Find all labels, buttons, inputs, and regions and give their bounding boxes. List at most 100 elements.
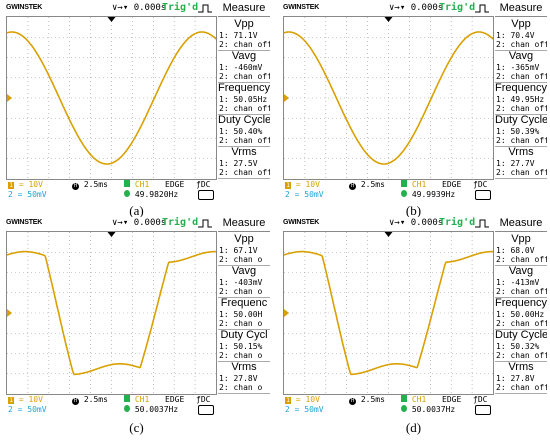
measurement-ch2-value: 2: chan o <box>219 383 263 392</box>
trigger-source-icon <box>401 395 407 402</box>
measurement-ch2-value: 2: chan o <box>219 319 263 328</box>
coupling[interactable]: ƒDC <box>196 180 210 189</box>
measurement-box[interactable]: Duty Cycle 1: 50.39% 2: chan off <box>495 113 547 147</box>
coupling[interactable]: ƒDC <box>473 395 487 404</box>
measure-title[interactable]: Measure <box>495 217 547 232</box>
time-offset-value: 0.000s <box>133 3 167 13</box>
measurement-box[interactable]: Duty Cycle 1: 50.40% 2: chan off <box>218 113 270 147</box>
rising-edge-icon <box>198 4 212 13</box>
measurement-ch2-value: 2: chan o <box>219 255 263 264</box>
trigger-type[interactable]: EDGE <box>165 180 185 189</box>
measurement-box[interactable]: Duty Cycl 1: 50.15% 2: chan o <box>218 328 270 362</box>
ch2-scale[interactable]: 2 = 50mV <box>8 405 47 414</box>
measurement-ch2-value: 2: chan off <box>219 72 270 81</box>
trigger-source[interactable]: CH1 <box>124 180 149 189</box>
measurement-box[interactable]: Vavg 1: -365mV 2: chan off <box>495 49 547 83</box>
trigger-marker-icon: ▾ <box>122 218 129 228</box>
timebase-value: 2.5ms <box>83 395 108 404</box>
ch1-waveform <box>284 250 493 376</box>
measurement-ch2-value: 2: chan off <box>496 255 547 264</box>
timebase[interactable]: H 2.5ms <box>72 180 108 190</box>
measurement-box[interactable]: Frequency 1: 49.95Hz 2: chan off <box>495 81 547 115</box>
timebase[interactable]: H 2.5ms <box>349 395 385 405</box>
coupling[interactable]: ƒDC <box>196 395 210 404</box>
trigger-position-marker <box>107 232 116 237</box>
trigger-source-value: CH1 <box>134 395 150 404</box>
ch1-scale[interactable]: 1 = 10V <box>285 180 320 189</box>
trigger-type[interactable]: EDGE <box>165 395 185 404</box>
trigger-source[interactable]: CH1 <box>124 395 149 404</box>
measurement-box[interactable]: Vpp 1: 67.1V 2: chan o <box>218 232 270 266</box>
measurement-box[interactable]: Vpp 1: 68.0V 2: chan off <box>495 232 547 266</box>
measurement-box[interactable]: Vpp 1: 71.1V 2: chan off <box>218 17 270 51</box>
ch1-badge-icon: 1 <box>285 182 291 189</box>
usb-icon <box>475 190 491 200</box>
trigger-type[interactable]: EDGE <box>442 180 462 189</box>
arrow-right-icon: → <box>117 3 123 13</box>
ch1-waveform <box>7 31 216 165</box>
measure-title[interactable]: Measure <box>495 2 547 17</box>
scope-panel-a: GWINSTEK ∨→▾ 0.000s Trig'd Measure Vpp 1: 71.… <box>2 2 271 201</box>
measurement-ch1-value: 1: 50.00H <box>219 310 263 319</box>
ch1-ground-marker[interactable] <box>284 309 289 317</box>
trigger-frequency: 50.0037Hz <box>124 405 178 414</box>
waveform-display[interactable] <box>6 231 217 395</box>
measure-title[interactable]: Measure <box>218 2 270 17</box>
ch1-ground-marker[interactable] <box>7 309 12 317</box>
timebase[interactable]: H 2.5ms <box>72 395 108 405</box>
measurement-box[interactable]: Vavg 1: -460mV 2: chan off <box>218 49 270 83</box>
chevron-down-icon: ∨ <box>389 3 395 13</box>
timebase[interactable]: H 2.5ms <box>349 180 385 190</box>
frequency-icon <box>401 405 407 412</box>
measurement-ch2-value: 2: chan off <box>496 40 547 49</box>
ch2-scale[interactable]: 2 = 50mV <box>285 190 324 199</box>
trigger-source-value: CH1 <box>134 180 150 189</box>
ch2-scale[interactable]: 2 = 50mV <box>285 405 324 414</box>
ch2-scale[interactable]: 2 = 50mV <box>8 190 47 199</box>
measurement-box[interactable]: Vavg 1: -403mV 2: chan o <box>218 264 270 298</box>
measurement-name: Vrms <box>508 361 534 373</box>
measurement-box[interactable]: Vrms 1: 27.8V 2: chan o <box>218 360 270 394</box>
waveform-display[interactable] <box>6 16 217 180</box>
ch1-scale[interactable]: 1 = 10V <box>8 395 43 404</box>
ch1-ground-marker[interactable] <box>284 94 289 102</box>
ch1-scale[interactable]: 1 = 10V <box>8 180 43 189</box>
trigger-source[interactable]: CH1 <box>401 180 426 189</box>
trigger-source[interactable]: CH1 <box>401 395 426 404</box>
trigger-type[interactable]: EDGE <box>442 395 462 404</box>
panel-caption: (b) <box>405 203 422 218</box>
timebase-value: 2.5ms <box>83 180 108 189</box>
measurement-box[interactable]: Vavg 1: -413mV 2: chan off <box>495 264 547 298</box>
time-offset-value: 0.000s <box>410 3 444 13</box>
measurement-box[interactable]: Vrms 1: 27.5V 2: chan off <box>218 145 270 179</box>
measurement-box[interactable]: Frequenc 1: 50.00H 2: chan o <box>218 296 270 330</box>
measure-panel: Measure Vpp 1: 70.4V 2: chan off Vavg 1: -365… <box>495 2 547 179</box>
panel-caption: (a) <box>129 203 144 218</box>
measurement-box[interactable]: Duty Cycle 1: 50.32% 2: chan off <box>495 328 547 362</box>
ch1-scale-value: = 10V <box>18 395 43 404</box>
measurement-ch1-value: 1: 27.8V <box>496 374 535 383</box>
measurement-box[interactable]: Frequency 1: 50.00Hz 2: chan off <box>495 296 547 330</box>
coupling[interactable]: ƒDC <box>473 180 487 189</box>
trigger-marker-icon: ▾ <box>122 3 129 13</box>
brand-logo: GWINSTEK <box>6 4 43 11</box>
waveform-display[interactable] <box>283 16 494 180</box>
time-offset-value: 0.000s <box>410 218 444 228</box>
measurement-box[interactable]: Vrms 1: 27.8V 2: chan off <box>495 360 547 394</box>
measurement-ch2-value: 2: chan off <box>219 168 270 177</box>
ch1-scale[interactable]: 1 = 10V <box>285 395 320 404</box>
ch1-scale-value: = 10V <box>295 395 320 404</box>
measurement-box[interactable]: Vrms 1: 27.7V 2: chan off <box>495 145 547 179</box>
trigger-frequency-value: 49.9820Hz <box>134 190 179 199</box>
arrow-right-icon: → <box>394 3 400 13</box>
measurement-box[interactable]: Frequency 1: 50.05Hz 2: chan off <box>218 81 270 115</box>
ch1-ground-marker[interactable] <box>7 94 12 102</box>
measurement-ch2-value: 2: chan off <box>219 136 270 145</box>
waveform-display[interactable] <box>283 231 494 395</box>
ch1-scale-value: = 10V <box>295 180 320 189</box>
usb-icon <box>198 190 214 200</box>
measure-title[interactable]: Measure <box>218 217 270 232</box>
trigger-source-icon <box>401 180 407 187</box>
measurement-box[interactable]: Vpp 1: 70.4V 2: chan off <box>495 17 547 51</box>
time-offset-readout: ∨→▾ 0.000s <box>389 218 443 228</box>
